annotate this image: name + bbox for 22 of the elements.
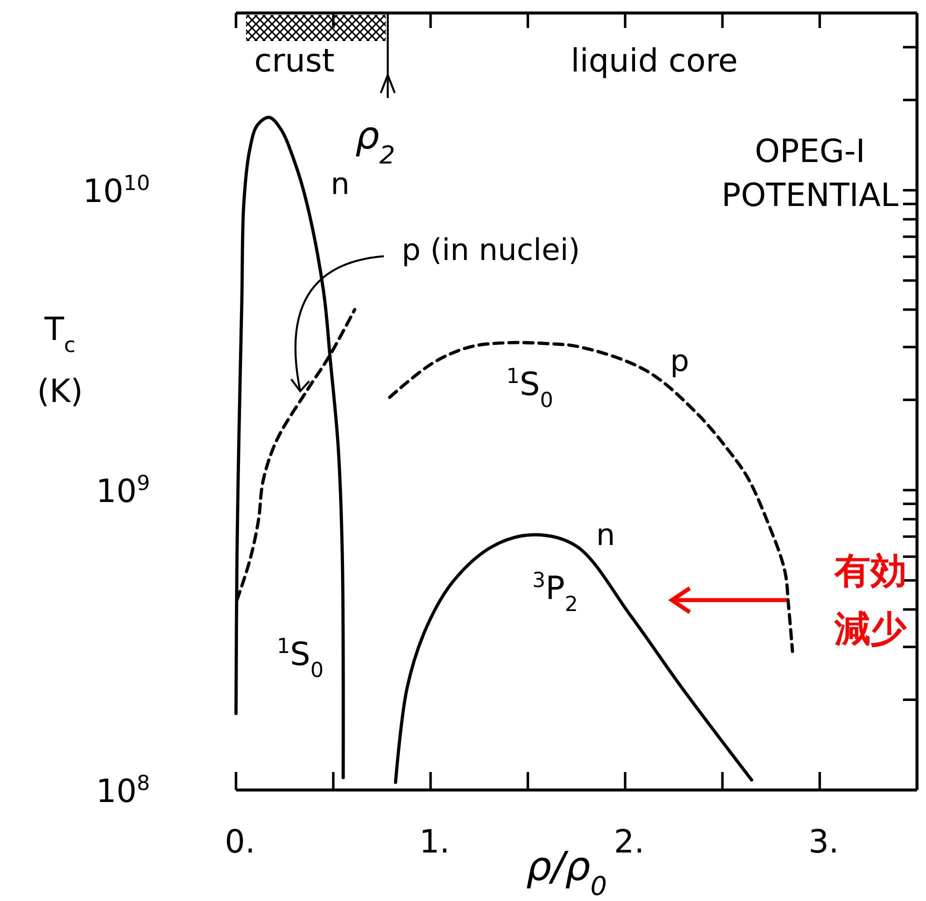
x-tick-label: 2. — [614, 822, 644, 861]
series-label: p — [670, 344, 690, 380]
annotation: $^{1}$S$_{0}$ — [506, 364, 554, 412]
text: p (in nuclei) — [402, 233, 580, 268]
series-label: n — [330, 167, 350, 202]
annotation: liquid core — [570, 41, 738, 80]
line-series — [388, 340, 794, 653]
y-tick-label: 10$^{10}$ — [82, 171, 150, 210]
x-tick-label: 1. — [419, 822, 450, 861]
series-label: n — [596, 518, 616, 554]
y-tick-label: 10$^{8}$ — [96, 771, 150, 810]
x-axis-title: ρ/ρ$_{0}$ — [526, 844, 607, 901]
y-axis-title: T$_{c}$ (K) — [37, 310, 83, 410]
x-tick-label: 3. — [808, 822, 839, 861]
annotation: OPEG-I POTENTIAL — [722, 132, 899, 214]
x-tick-label: 0. — [224, 822, 256, 861]
annotation: crust — [254, 41, 334, 80]
annotation: ρ$_{2}$ — [355, 113, 396, 169]
annotation: $^{1}$S$_{0}$ — [276, 634, 324, 682]
y-tick-label: 10$^{9}$ — [96, 471, 150, 510]
annotation: 有効減少 — [833, 551, 908, 650]
annotation: $^{3}$P$_{2}$ — [532, 568, 578, 616]
